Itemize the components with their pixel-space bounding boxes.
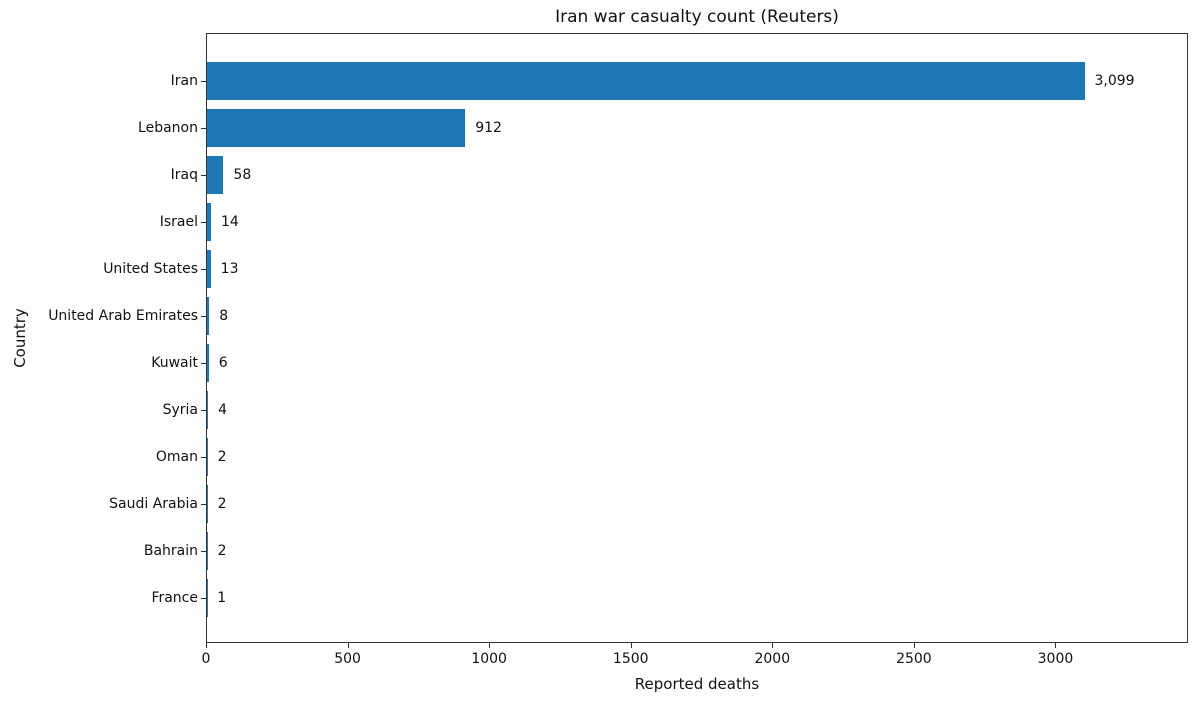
y-tick-united-arab-emirates [201, 316, 206, 317]
category-label-iran: Iran [170, 73, 198, 89]
x-tick-3000 [1055, 643, 1057, 648]
category-label-lebanon: Lebanon [138, 120, 198, 136]
value-label-syria: 4 [218, 402, 228, 418]
y-tick-lebanon [201, 128, 206, 129]
y-axis-label: Country [11, 308, 29, 368]
value-label-oman: 2 [217, 449, 227, 465]
category-label-united-arab-emirates: United Arab Emirates [48, 308, 198, 324]
value-label-united-arab-emirates: 8 [219, 308, 229, 324]
value-label-iraq: 58 [233, 167, 252, 183]
bar-lebanon [207, 109, 466, 147]
category-label-bahrain: Bahrain [143, 543, 198, 559]
category-label-kuwait: Kuwait [151, 355, 198, 371]
value-label-bahrain: 2 [217, 543, 227, 559]
value-label-kuwait: 6 [218, 355, 228, 371]
value-label-lebanon: 912 [475, 120, 502, 136]
bar-united-arab-emirates [207, 297, 210, 335]
x-tick-1000 [489, 643, 491, 648]
bar-israel [207, 203, 211, 241]
y-tick-iran [201, 81, 206, 82]
y-tick-saudi-arabia [201, 504, 206, 505]
x-tick-label-500: 500 [334, 651, 361, 667]
value-label-israel: 14 [220, 214, 239, 230]
category-label-israel: Israel [159, 214, 198, 230]
x-tick-2500 [913, 643, 915, 648]
y-tick-bahrain [201, 551, 206, 552]
x-tick-label-3000: 3000 [1037, 651, 1074, 667]
y-tick-united-states [201, 269, 206, 270]
y-tick-kuwait [201, 363, 206, 364]
value-label-france: 1 [217, 590, 227, 606]
y-tick-iraq [201, 175, 206, 176]
y-tick-syria [201, 410, 206, 411]
value-label-saudi-arabia: 2 [217, 496, 227, 512]
bar-iraq [207, 156, 224, 194]
category-label-syria: Syria [162, 402, 198, 418]
x-tick-label-1000: 1000 [471, 651, 507, 667]
x-tick-label-0: 0 [201, 651, 211, 667]
x-tick-500 [347, 643, 349, 648]
y-tick-france [201, 598, 206, 599]
category-label-iraq: Iraq [170, 167, 198, 183]
x-tick-1500 [630, 643, 632, 648]
category-label-united-states: United States [103, 261, 198, 277]
bar-oman [207, 438, 208, 476]
bar-kuwait [207, 344, 209, 382]
category-label-saudi-arabia: Saudi Arabia [109, 496, 198, 512]
bar-united-states [207, 250, 211, 288]
x-tick-label-1500: 1500 [612, 651, 649, 667]
category-label-france: France [151, 590, 198, 606]
x-tick-label-2000: 2000 [754, 651, 791, 667]
x-axis-label: Reported deaths [634, 675, 760, 693]
bar-bahrain [207, 532, 208, 570]
chart-title: Iran war casualty count (Reuters) [555, 7, 839, 27]
bar-saudi-arabia [207, 485, 208, 523]
y-tick-oman [201, 457, 206, 458]
x-tick-label-2500: 2500 [896, 651, 932, 667]
value-label-united-states: 13 [220, 261, 239, 277]
x-tick-0 [206, 643, 207, 648]
value-label-iran: 3,099 [1094, 73, 1135, 89]
bar-syria [207, 391, 209, 429]
category-label-oman: Oman [155, 449, 198, 465]
x-tick-2000 [772, 643, 774, 648]
y-tick-israel [201, 222, 206, 223]
bar-iran [207, 62, 1085, 100]
